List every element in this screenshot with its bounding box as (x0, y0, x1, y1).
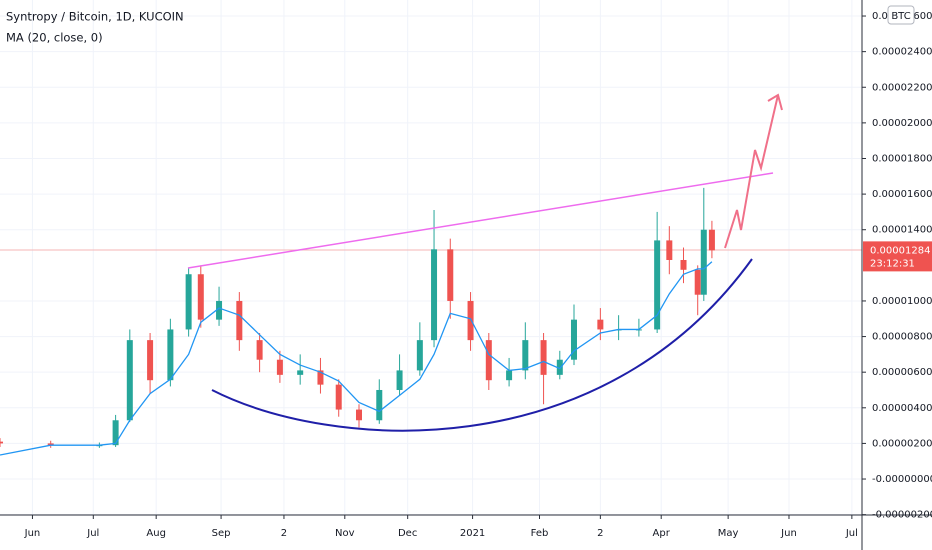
candle-body (396, 370, 403, 390)
x-tick-label: Jul (86, 528, 99, 539)
y-tick-label: 0.00001000 (872, 296, 932, 307)
x-tick-label: Jul (845, 528, 858, 539)
candle-body (317, 370, 324, 385)
candle-body (597, 319, 604, 330)
chart-title: Syntropy / Bitcoin, 1D, KUCOIN (6, 10, 184, 24)
ma-line (0, 261, 713, 456)
candle-body (485, 340, 492, 381)
support-curve (211, 258, 753, 432)
candle-body (276, 359, 283, 375)
candle-body (540, 340, 547, 375)
candle-body (355, 409, 362, 421)
price-tag (863, 241, 932, 272)
candle-body (708, 229, 715, 251)
candle-body (666, 240, 673, 260)
y-tick-label: -0.00000200 (872, 510, 932, 521)
candle-body (700, 229, 707, 295)
candle-body (467, 300, 474, 341)
x-tick-label: 2 (281, 528, 287, 539)
candle-body (297, 370, 304, 375)
price-axis (862, 0, 932, 550)
candle-body (335, 384, 342, 410)
x-tick-label: 2 (597, 528, 603, 539)
candle-body (185, 274, 192, 330)
x-tick-label: 2021 (460, 528, 485, 539)
plot (0, 187, 715, 456)
candle-body (147, 340, 154, 381)
candle-body (680, 259, 687, 270)
x-tick-label: Aug (146, 528, 166, 539)
candle-body (431, 249, 438, 341)
candle-body (522, 340, 529, 371)
candle-body (556, 359, 563, 375)
x-tick-label: Apr (653, 528, 671, 539)
candle-body (416, 340, 423, 371)
projection-arrow (724, 94, 779, 249)
candle-body (694, 269, 701, 295)
x-tick-label: Jun (780, 528, 797, 539)
arrow-head (767, 93, 783, 111)
candle-body (112, 420, 119, 446)
currency-label: BTC (891, 11, 910, 22)
candle-body (0, 441, 3, 444)
candle-body (47, 443, 54, 446)
currency-badge[interactable] (887, 5, 915, 25)
countdown: 23:12:31 (870, 258, 915, 269)
y-tick-label: 0.00002200 (872, 82, 932, 93)
y-tick-label: 0.00000400 (872, 403, 932, 414)
price-tag-label: 0.00001284 (870, 245, 930, 256)
candle-body (167, 329, 174, 381)
y-tick-label: 0.00002000 (872, 118, 932, 129)
y-tick-label: 0.00001600 (872, 189, 932, 200)
x-tick-label: Dec (398, 528, 417, 539)
candle-body (570, 319, 577, 360)
candle-body (506, 370, 513, 381)
y-tick-label: 0.00001800 (872, 153, 932, 164)
candle-body (126, 340, 133, 421)
x-tick-label: Jun (24, 528, 41, 539)
x-tick-label: Feb (531, 528, 549, 539)
candle-body (216, 300, 223, 320)
candle-body (376, 389, 383, 421)
candle-body (447, 249, 454, 301)
y-tick-label: 0.00000600 (872, 367, 932, 378)
time-axis (0, 515, 862, 550)
candle-body (236, 300, 243, 341)
y-tick-label: -0.00000000 (872, 474, 932, 485)
y-tick-label: 0.00000800 (872, 332, 932, 343)
x-tick-label: Nov (335, 528, 355, 539)
candle-body (197, 274, 204, 320)
axes: 0.000026000.000024000.000022000.00002000… (24, 11, 932, 539)
candle-body (256, 340, 263, 360)
y-tick-label: 0.00001400 (872, 225, 932, 236)
x-tick-label: Sep (212, 528, 231, 539)
indicator-label: MA (20, close, 0) (6, 31, 103, 45)
x-tick-label: May (718, 528, 739, 539)
y-tick-label: 0.00002400 (872, 47, 932, 58)
trend-line (187, 172, 774, 269)
candle-body (654, 240, 661, 330)
y-tick-label: 0.00000200 (872, 438, 932, 449)
